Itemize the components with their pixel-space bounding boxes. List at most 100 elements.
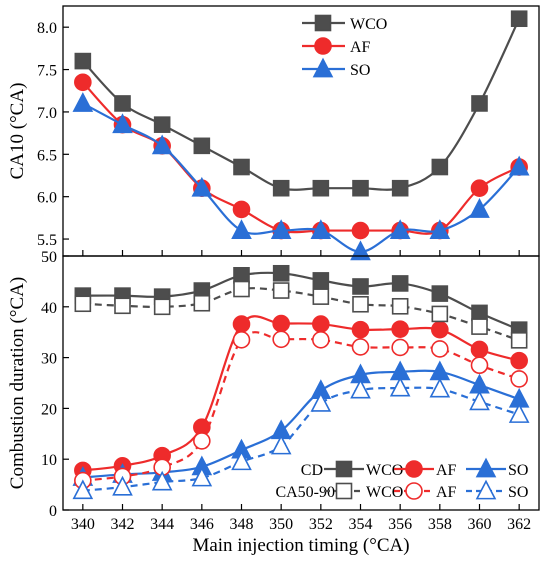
data-point-wco — [431, 158, 449, 176]
data-point-so — [191, 466, 213, 487]
series-group-top — [72, 10, 530, 261]
x-axis-label: Main injection timing (°CA) — [192, 535, 409, 556]
data-point-so — [231, 219, 252, 240]
data-point-af — [431, 340, 449, 358]
data-point-wco — [193, 294, 211, 312]
data-point-af — [351, 320, 370, 339]
legend-group-label: CD — [301, 462, 323, 479]
y-axis-label-top: CA10 (°CA) — [7, 83, 28, 180]
data-point-wco — [312, 288, 330, 305]
y-tick-label: 8.0 — [37, 20, 57, 37]
data-point-af — [193, 432, 211, 450]
legend-label: WCO — [366, 462, 403, 479]
legend-marker-so — [312, 57, 334, 78]
data-point-so — [310, 391, 332, 412]
data-point-wco — [352, 295, 369, 313]
data-point-so — [389, 219, 411, 240]
data-point-so — [469, 198, 490, 218]
data-point-so — [429, 377, 451, 398]
data-point-af — [232, 200, 251, 219]
data-point-af — [431, 320, 449, 339]
data-point-af — [312, 315, 330, 333]
legend-marker-wco — [335, 482, 353, 500]
legend-marker-so — [475, 479, 497, 500]
data-point-af — [470, 179, 489, 198]
series-group-bottom — [72, 264, 530, 500]
data-point-af — [510, 370, 528, 388]
data-point-so — [151, 470, 173, 491]
data-point-af — [470, 340, 489, 359]
x-tick-label: 340 — [71, 516, 95, 533]
x-tick-label: 362 — [507, 516, 531, 533]
y-axis-top: 5.5 6.0 6.5 7.0 7.5 8.0 — [37, 20, 520, 256]
x-tick-label: 352 — [309, 516, 333, 533]
legend-label: SO — [508, 484, 528, 501]
y-tick-label: 7.5 — [37, 63, 57, 80]
legend-marker-wco — [314, 14, 332, 32]
x-tick-label: 356 — [388, 516, 412, 533]
x-tick-label: 358 — [428, 516, 452, 533]
data-point-wco — [272, 282, 290, 299]
data-point-wco — [312, 179, 330, 197]
data-point-so — [350, 240, 371, 261]
data-point-wco — [391, 297, 409, 315]
data-point-wco — [233, 280, 250, 298]
x-tick-label: 354 — [349, 516, 373, 533]
data-point-so — [270, 434, 292, 455]
data-point-af — [232, 315, 251, 333]
data-point-so — [151, 134, 173, 155]
data-point-so — [72, 92, 94, 112]
data-point-wco — [312, 272, 330, 289]
data-point-so — [191, 176, 213, 197]
legend-label: WCO — [350, 16, 387, 33]
legend-label: AF — [350, 39, 371, 56]
data-point-af — [272, 330, 290, 349]
y-tick-label: 20 — [41, 401, 57, 418]
panel-ca10: 5.5 6.0 6.5 7.0 7.5 8.0 CA10 (°CA) WCO AF SO — [7, 5, 540, 261]
plot-frame-bottom — [62, 255, 540, 511]
data-point-wco — [391, 179, 409, 197]
series-line-so — [82, 102, 520, 253]
series-line-af — [82, 81, 520, 235]
series-line-wco-cd — [82, 271, 520, 331]
data-point-so — [389, 376, 411, 397]
legend-marker-wco — [335, 460, 353, 478]
legend-bottom: CD WCO AF SO CA50-90 WCO AF SO — [275, 457, 528, 501]
data-point-wco — [233, 267, 250, 284]
y-tick-label: 0 — [49, 503, 57, 520]
legend-label: AF — [436, 462, 457, 479]
data-point-af — [74, 73, 92, 92]
data-point-wco — [114, 95, 131, 112]
y-tick-label: 7.0 — [37, 105, 57, 122]
legend-marker-af — [314, 37, 332, 55]
data-point-af — [391, 320, 409, 338]
series-line-wco — [82, 18, 521, 191]
data-point-wco — [471, 304, 488, 322]
data-point-af — [510, 351, 528, 370]
data-point-so — [231, 450, 252, 471]
legend-marker-so — [475, 457, 497, 478]
data-point-wco — [431, 305, 449, 323]
legend-group-label: CA50-90 — [275, 484, 335, 501]
data-point-wco — [510, 332, 528, 349]
y-tick-label: 6.5 — [37, 147, 57, 164]
x-axis-bottom: 340 342 344 346 348 350 352 354 356 358 360 362 — [71, 504, 531, 533]
data-point-af — [351, 221, 370, 240]
data-point-so — [350, 378, 371, 399]
data-point-wco — [352, 278, 369, 295]
data-point-so — [469, 390, 490, 411]
data-point-wco — [272, 179, 290, 197]
data-point-wco — [272, 264, 290, 282]
data-point-wco — [431, 285, 449, 302]
y-tick-label: 6.0 — [37, 190, 57, 207]
y-axis-label-bottom: Combustion duration (°CA) — [7, 277, 28, 489]
y-tick-label: 5.5 — [37, 232, 57, 249]
y-tick-label: 10 — [41, 452, 57, 469]
data-point-af — [312, 331, 330, 349]
data-point-af — [470, 356, 489, 375]
legend-top: WCO AF SO — [302, 14, 387, 79]
data-point-wco — [233, 158, 250, 176]
x-tick-label: 350 — [269, 516, 293, 533]
